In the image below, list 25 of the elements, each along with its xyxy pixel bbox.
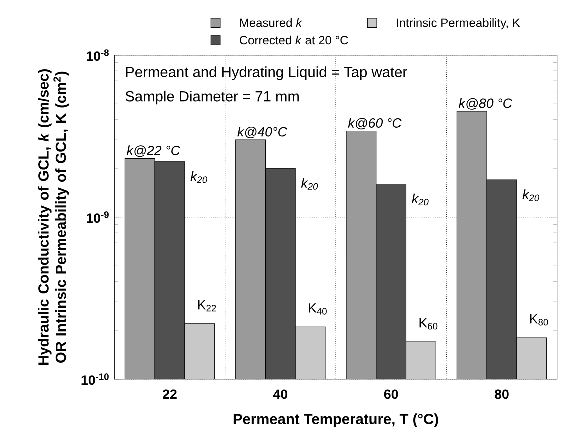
legend-label: Corrected k at 20 °C: [240, 36, 348, 45]
annotation: k$_{20}$: [412, 194, 429, 206]
x-tick-label: 40: [273, 390, 288, 400]
annotation: K$_{22}$: [198, 300, 216, 312]
annotation: Permeant and Hydrating Liquid = Tap water: [126, 66, 408, 80]
annotation: Sample Diameter = 71 mm: [126, 90, 299, 105]
y-tick-label: 10$^{-9}$: [87, 212, 109, 224]
annotation: k@40°C: [238, 126, 288, 138]
annotation: k@22 °C: [127, 146, 181, 158]
annotation: K$_{60}$: [420, 318, 438, 330]
annotation: k$_{20}$: [190, 171, 208, 184]
y-tick-label: 10$^{-10}$: [82, 374, 109, 386]
x-tick-label: 60: [384, 390, 398, 400]
annotation: k@60 °C: [348, 118, 402, 130]
y-tick-label: 10$^{-8}$: [87, 50, 109, 62]
annotation: K$_{80}$: [530, 314, 548, 326]
legend-label: Intrinsic Permeability, K: [397, 18, 520, 30]
annotation: k$_{20}$: [522, 190, 540, 202]
annotation: k$_{20}$: [301, 178, 318, 190]
x-tick-label: 22: [163, 390, 177, 400]
legend-label: Measured k: [240, 18, 303, 28]
x-tick-label: 80: [494, 390, 509, 400]
annotation: K$_{40}$: [309, 304, 327, 315]
annotation: k@80 °C: [459, 98, 513, 110]
x-axis-title: Permeant Temperature, T (°C): [234, 414, 438, 428]
